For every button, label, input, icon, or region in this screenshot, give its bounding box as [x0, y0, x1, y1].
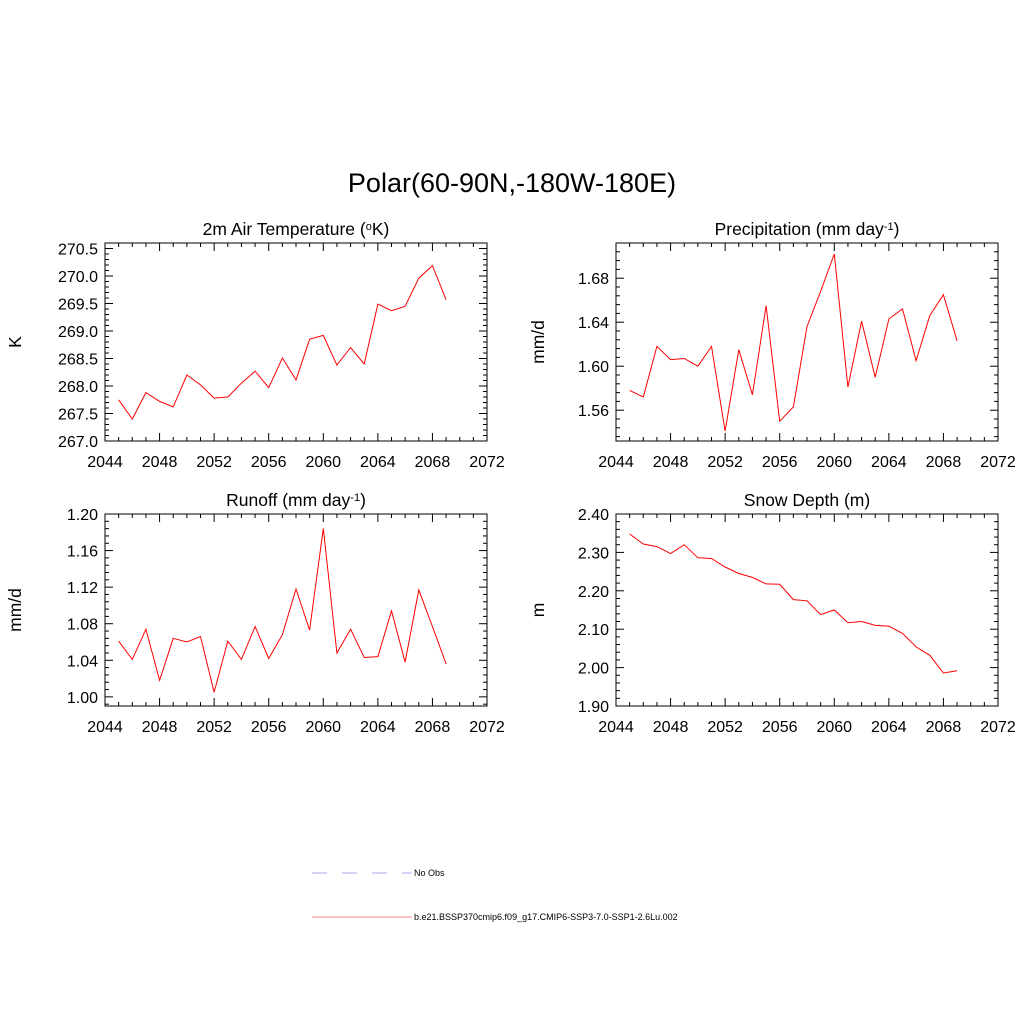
- y-tick-label: 2.10: [578, 622, 609, 639]
- x-tick-label: 2068: [926, 719, 962, 736]
- x-tick-label: 2072: [469, 719, 505, 736]
- x-tick-label: 2060: [305, 454, 341, 471]
- x-tick-label: 2052: [707, 454, 743, 471]
- legend-label: No Obs: [414, 868, 445, 878]
- panel-air-temperature: 2044 2048 2052 2056 2060 2064 2068 2072 267.0 267…: [5, 219, 505, 471]
- x-tick-label: 2048: [142, 719, 178, 736]
- x-tick-label: 2064: [871, 719, 907, 736]
- y-tick-label: 1.56: [578, 403, 609, 420]
- y-tick-label: 269.5: [58, 297, 98, 314]
- x-tick-label: 2048: [653, 719, 689, 736]
- panel-title: Precipitation (mm day-1): [715, 219, 900, 239]
- y-tick-label: 1.68: [578, 271, 609, 288]
- x-tick-label: 2064: [360, 454, 396, 471]
- x-tick-label: 2044: [598, 454, 634, 471]
- y-tick-label: 1.60: [578, 359, 609, 376]
- x-tick-label: 2060: [305, 719, 341, 736]
- y-tick-label: 267.0: [58, 434, 98, 451]
- y-tick-label: 1.90: [578, 699, 609, 716]
- x-tick-label: 2068: [415, 719, 451, 736]
- y-axis-label: mm/d: [5, 588, 25, 632]
- x-tick-label: 2056: [251, 454, 287, 471]
- series-line: [118, 528, 447, 693]
- y-axis-label: mm/d: [528, 320, 548, 364]
- panel-title: Snow Depth (m): [744, 490, 870, 510]
- x-tick-label: 2060: [816, 719, 852, 736]
- x-tick-label: 2048: [653, 454, 689, 471]
- y-tick-label: 2.30: [578, 545, 609, 562]
- y-tick-label: 1.00: [67, 690, 98, 707]
- y-tick-label: 1.12: [67, 580, 98, 597]
- x-tick-label: 2056: [251, 719, 287, 736]
- panel-precipitation: 2044 2048 2052 2056 2060 2064 2068 2072 1.56 1.60…: [528, 219, 1016, 471]
- x-tick-label: 2048: [142, 454, 178, 471]
- series-line: [629, 253, 958, 432]
- x-tick-label: 2052: [196, 719, 232, 736]
- x-tick-label: 2052: [707, 719, 743, 736]
- x-tick-label: 2072: [469, 454, 505, 471]
- x-tick-label: 2056: [762, 454, 798, 471]
- panel-runoff: 2044 2048 2052 2056 2060 2064 2068 2072 1.00 1.04…: [5, 490, 505, 736]
- x-tick-label: 2064: [360, 719, 396, 736]
- y-tick-label: 1.64: [578, 315, 609, 332]
- plot-frame: [615, 513, 999, 707]
- x-tick-label: 2044: [87, 454, 123, 471]
- panel-title: 2m Air Temperature (oK): [203, 219, 390, 239]
- y-tick-label: 1.04: [67, 653, 98, 670]
- x-tick-label: 2056: [762, 719, 798, 736]
- x-tick-label: 2068: [926, 454, 962, 471]
- series-line: [118, 264, 447, 420]
- x-tick-label: 2044: [598, 719, 634, 736]
- x-tick-label: 2072: [980, 454, 1016, 471]
- y-axis-label: K: [5, 336, 25, 348]
- x-tick-label: 2060: [816, 454, 852, 471]
- x-tick-label: 2052: [196, 454, 232, 471]
- figure-title: Polar(60-90N,-180W-180E): [347, 168, 677, 198]
- y-tick-label: 268.0: [58, 379, 98, 396]
- y-tick-label: 2.40: [578, 507, 609, 524]
- x-tick-label: 2072: [980, 719, 1016, 736]
- x-tick-label: 2044: [87, 719, 123, 736]
- y-tick-label: 267.5: [58, 407, 98, 424]
- y-tick-label: 269.0: [58, 324, 98, 341]
- y-axis-label: m: [528, 603, 548, 618]
- x-tick-label: 2064: [871, 454, 907, 471]
- y-tick-label: 270.5: [58, 242, 98, 259]
- legend: No Obs b.e21.BSSP370cmip6.f09_g17.CMIP6-S…: [312, 868, 678, 922]
- plot-frame: [104, 242, 488, 442]
- y-tick-label: 1.16: [67, 544, 98, 561]
- y-tick-label: 270.0: [58, 269, 98, 286]
- y-tick-label: 1.08: [67, 617, 98, 634]
- plot-frame: [615, 242, 999, 442]
- y-tick-label: 2.20: [578, 584, 609, 601]
- legend-label: b.e21.BSSP370cmip6.f09_g17.CMIP6-SSP3-7.…: [414, 912, 678, 922]
- y-tick-label: 268.5: [58, 352, 98, 369]
- series-line: [629, 533, 958, 674]
- panel-snow-depth: 2044 2048 2052 2056 2060 2064 2068 2072 1.90 2.00…: [528, 490, 1016, 736]
- y-tick-label: 1.20: [67, 507, 98, 524]
- panel-title: Runoff (mm day-1): [226, 490, 366, 510]
- y-tick-label: 2.00: [578, 661, 609, 678]
- x-tick-label: 2068: [415, 454, 451, 471]
- plot-frame: [104, 513, 488, 707]
